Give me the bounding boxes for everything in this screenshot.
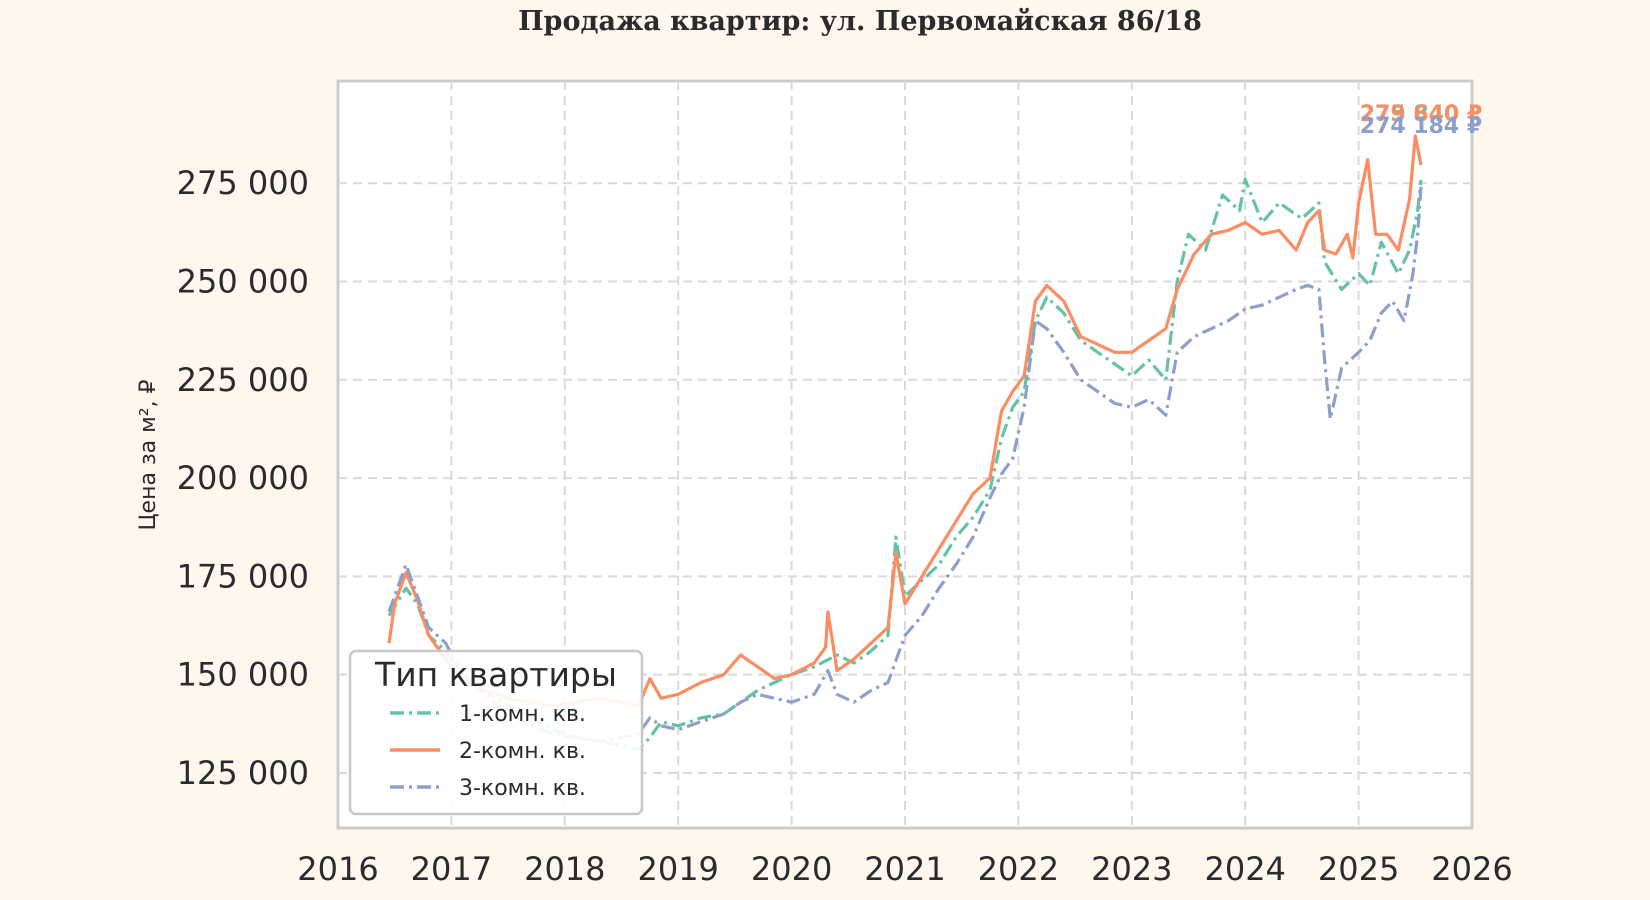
chart-title: Продажа квартир: ул. Первомайская 86/18 xyxy=(518,6,1202,37)
x-tick-label: 2016 xyxy=(297,850,378,888)
series-end-label: 275 840 ₽ xyxy=(1360,102,1482,127)
y-tick-label: 275 000 xyxy=(177,164,309,202)
series-line-1 xyxy=(387,177,1423,751)
x-tick-label: 2023 xyxy=(1091,850,1172,888)
y-tick-label: 175 000 xyxy=(177,557,309,595)
legend-item-label: 2-комн. кв. xyxy=(459,739,586,764)
legend-title: Тип квартиры xyxy=(374,655,617,694)
y-axis-ticks: 125 000 150 000 175 000 200 000 225 000 250 0… xyxy=(177,164,309,792)
x-tick-label: 2019 xyxy=(637,850,718,888)
series-end-label: 274 184 ₽ xyxy=(1360,114,1482,139)
y-tick-label: 225 000 xyxy=(177,361,309,399)
x-axis-ticks: 2016 2017 2018 2019 2020 2021 2022 2023 2024 2025… xyxy=(297,850,1512,888)
legend-item-label: 1-комн. кв. xyxy=(459,702,586,727)
y-tick-label: 250 000 xyxy=(177,263,309,301)
legend-item-label: 3-комн. кв. xyxy=(459,776,586,801)
x-tick-label: 2025 xyxy=(1318,850,1399,888)
x-tick-label: 2026 xyxy=(1431,850,1512,888)
y-tick-label: 200 000 xyxy=(177,459,309,497)
legend-box xyxy=(348,649,644,816)
legend: Тип квартиры 1-комн. кв. 2-комн. кв. 3-ком… xyxy=(348,649,644,816)
x-tick-label: 2022 xyxy=(978,850,1059,888)
x-tick-label: 2024 xyxy=(1204,850,1285,888)
series-end-label: 279 640 ₽ xyxy=(1360,102,1482,127)
x-tick-label: 2018 xyxy=(524,850,605,888)
y-tick-label: 150 000 xyxy=(177,656,309,694)
x-tick-label: 2020 xyxy=(751,850,832,888)
x-tick-label: 2017 xyxy=(411,850,492,888)
x-tick-label: 2021 xyxy=(864,850,945,888)
y-axis-label: Цена за м², ₽ xyxy=(136,379,161,530)
y-tick-label: 125 000 xyxy=(177,754,309,792)
end-labels: 275 840 ₽279 640 ₽274 184 ₽ xyxy=(1360,102,1482,139)
